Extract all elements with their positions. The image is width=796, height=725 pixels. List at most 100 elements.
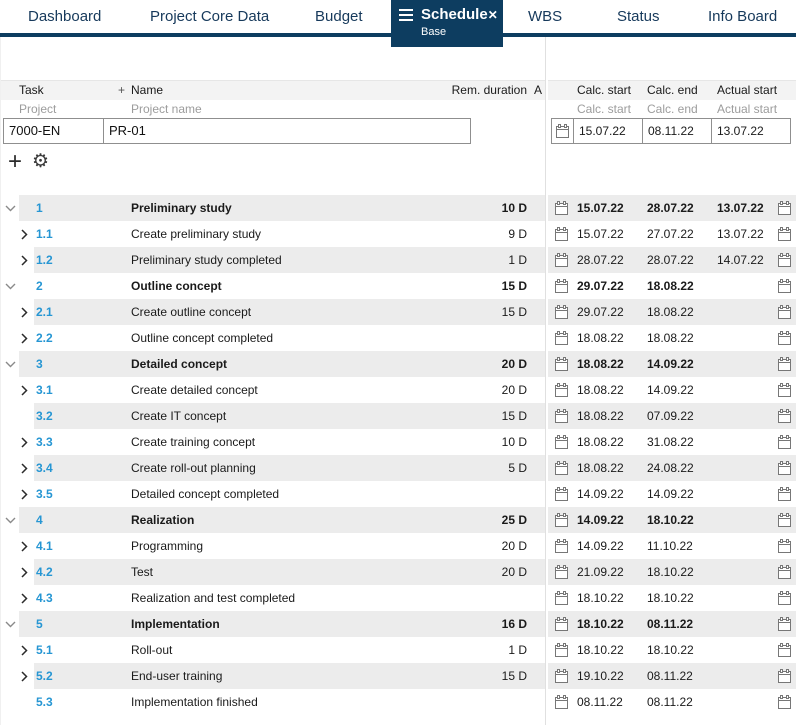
- task-name[interactable]: Roll-out: [131, 643, 173, 657]
- calendar-icon[interactable]: [778, 533, 791, 559]
- calc-start-date[interactable]: 15.07.22: [577, 227, 624, 241]
- task-name[interactable]: Create roll-out planning: [131, 461, 256, 475]
- calendar-icon[interactable]: [555, 663, 568, 689]
- task-duration[interactable]: 1 D: [508, 643, 527, 657]
- calc-end-date[interactable]: 28.07.22: [647, 253, 694, 267]
- task-dates-row[interactable]: 29.07.22 18.08.22: [548, 273, 796, 299]
- calendar-icon[interactable]: [555, 247, 568, 273]
- chevron-right-icon[interactable]: [21, 559, 28, 585]
- chevron-right-icon[interactable]: [21, 221, 28, 247]
- task-row[interactable]: 4.3 Realization and test completed: [1, 585, 545, 611]
- calc-start-date[interactable]: 18.10.22: [577, 643, 624, 657]
- tab-dashboard[interactable]: Dashboard: [28, 8, 102, 25]
- task-row[interactable]: 3.1 Create detailed concept 20 D: [1, 377, 545, 403]
- task-dates-row[interactable]: 14.09.22 18.10.22: [548, 507, 796, 533]
- task-row[interactable]: 4.2 Test 20 D: [1, 559, 545, 585]
- calendar-icon[interactable]: [555, 377, 568, 403]
- calendar-icon[interactable]: [555, 455, 568, 481]
- task-row[interactable]: 2 Outline concept 15 D: [1, 273, 545, 299]
- calc-end-date[interactable]: 18.08.22: [647, 305, 694, 319]
- calendar-icon[interactable]: [778, 325, 791, 351]
- chevron-down-icon[interactable]: [5, 273, 16, 299]
- task-duration[interactable]: 5 D: [508, 461, 527, 475]
- task-name[interactable]: Realization: [131, 513, 195, 527]
- calc-start-date[interactable]: 14.09.22: [577, 539, 624, 553]
- calc-end-date[interactable]: 18.10.22: [647, 591, 694, 605]
- task-name[interactable]: Outline concept completed: [131, 331, 274, 345]
- calendar-icon[interactable]: [555, 481, 568, 507]
- calendar-icon[interactable]: [555, 325, 568, 351]
- col-header-truncated[interactable]: A: [534, 83, 543, 97]
- calc-start-date[interactable]: 18.08.22: [577, 331, 624, 345]
- chevron-right-icon[interactable]: [21, 455, 28, 481]
- col-header-actual-start[interactable]: Actual start: [717, 83, 778, 97]
- calendar-icon[interactable]: [778, 221, 791, 247]
- task-name[interactable]: Realization and test completed: [131, 591, 296, 605]
- calc-end-date[interactable]: 18.08.22: [647, 331, 694, 345]
- tab-wbs[interactable]: WBS: [528, 8, 563, 25]
- project-actual-start-input[interactable]: 13.07.22: [711, 118, 791, 144]
- task-dates-row[interactable]: 29.07.22 18.08.22: [548, 299, 796, 325]
- task-duration[interactable]: 20 D: [501, 539, 527, 553]
- calc-end-date[interactable]: 08.11.22: [647, 617, 694, 631]
- calendar-icon[interactable]: [555, 559, 568, 585]
- calc-end-date[interactable]: 18.10.22: [647, 565, 694, 579]
- calc-end-date[interactable]: 08.11.22: [647, 695, 693, 709]
- calendar-icon[interactable]: [555, 585, 568, 611]
- task-row[interactable]: 5.3 Implementation finished: [1, 689, 545, 715]
- calendar-icon[interactable]: [778, 507, 791, 533]
- task-row[interactable]: 3.3 Create training concept 10 D: [1, 429, 545, 455]
- task-duration[interactable]: 20 D: [501, 565, 527, 579]
- calc-end-date[interactable]: 28.07.22: [647, 201, 694, 215]
- calendar-icon[interactable]: [778, 273, 791, 299]
- calendar-icon[interactable]: [778, 351, 791, 377]
- task-dates-row[interactable]: 18.08.22 14.09.22: [548, 351, 796, 377]
- calc-start-date[interactable]: 18.08.22: [577, 409, 624, 423]
- project-task-id-input[interactable]: [4, 119, 104, 143]
- hamburger-icon[interactable]: [399, 8, 413, 21]
- project-name-input[interactable]: [104, 119, 470, 143]
- calc-start-date[interactable]: 14.09.22: [577, 487, 624, 501]
- calc-start-date[interactable]: 18.10.22: [577, 617, 624, 631]
- tab-project-core-data[interactable]: Project Core Data: [150, 8, 270, 25]
- calc-end-date[interactable]: 14.09.22: [647, 357, 694, 371]
- task-name[interactable]: Create outline concept: [131, 305, 252, 319]
- calc-end-date[interactable]: 18.10.22: [647, 643, 694, 657]
- chevron-right-icon[interactable]: [21, 429, 28, 455]
- calendar-icon[interactable]: [555, 299, 568, 325]
- calc-end-date[interactable]: 24.08.22: [647, 461, 694, 475]
- calc-start-date[interactable]: 14.09.22: [577, 513, 624, 527]
- actual-start-date[interactable]: 14.07.22: [717, 253, 764, 267]
- task-duration[interactable]: 20 D: [501, 383, 527, 397]
- calc-end-date[interactable]: 27.07.22: [647, 227, 694, 241]
- task-name[interactable]: Preliminary study completed: [131, 253, 282, 267]
- task-duration[interactable]: 16 D: [501, 617, 527, 631]
- chevron-right-icon[interactable]: [21, 637, 28, 663]
- calendar-icon[interactable]: [555, 533, 568, 559]
- task-row[interactable]: 5 Implementation 16 D: [1, 611, 545, 637]
- task-duration[interactable]: 15 D: [501, 305, 527, 319]
- col-header-task[interactable]: Task: [19, 83, 44, 97]
- task-name[interactable]: End-user training: [131, 669, 223, 683]
- task-dates-row[interactable]: 21.09.22 18.10.22: [548, 559, 796, 585]
- task-dates-row[interactable]: 19.10.22 08.11.22: [548, 663, 796, 689]
- task-duration[interactable]: 10 D: [501, 201, 527, 215]
- actual-start-date[interactable]: 13.07.22: [717, 227, 764, 241]
- calc-start-date[interactable]: 29.07.22: [577, 279, 624, 293]
- task-row[interactable]: 3.2 Create IT concept 15 D: [1, 403, 545, 429]
- calc-start-date[interactable]: 18.08.22: [577, 461, 624, 475]
- calendar-icon[interactable]: [778, 559, 791, 585]
- calc-end-date[interactable]: 07.09.22: [647, 409, 694, 423]
- tab-budget[interactable]: Budget: [315, 8, 363, 25]
- calc-start-date[interactable]: 18.08.22: [577, 357, 624, 371]
- task-dates-row[interactable]: 18.08.22 24.08.22: [548, 455, 796, 481]
- task-name[interactable]: Create IT concept: [131, 409, 227, 423]
- project-calc-start-input[interactable]: 15.07.22: [573, 118, 643, 144]
- task-name[interactable]: Create preliminary study: [131, 227, 262, 241]
- calc-start-date[interactable]: 18.08.22: [577, 383, 624, 397]
- calendar-icon[interactable]: [778, 689, 791, 715]
- task-dates-row[interactable]: 15.07.22 27.07.22 13.07.22: [548, 221, 796, 247]
- close-icon[interactable]: ✕: [487, 7, 498, 22]
- calc-start-date[interactable]: 19.10.22: [577, 669, 624, 683]
- calendar-icon[interactable]: [555, 195, 568, 221]
